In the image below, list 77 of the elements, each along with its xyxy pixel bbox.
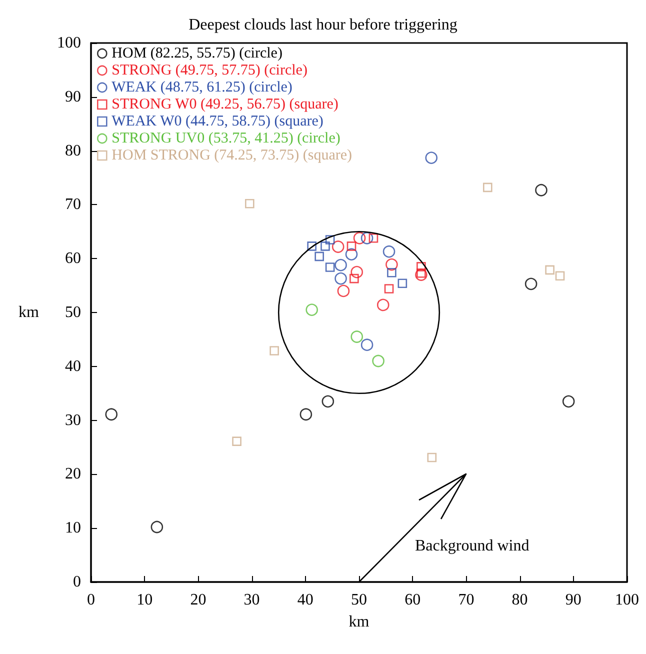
point (232, 436, 242, 446)
point (384, 284, 394, 294)
point (307, 242, 316, 251)
legend-label: STRONG UV0 (53.75, 41.25) (circle) (112, 130, 340, 146)
point (314, 252, 324, 262)
point (350, 330, 364, 343)
x-tick-label: 90 (565, 592, 582, 608)
point (415, 268, 428, 281)
x-axis-title: km (348, 614, 370, 630)
point (350, 266, 364, 278)
y-axis-title: km (18, 304, 40, 321)
point (150, 520, 164, 534)
point (346, 242, 356, 251)
y-tick-label: 90 (65, 88, 81, 106)
point (416, 268, 426, 278)
point (353, 232, 366, 244)
x-tick-label: 30 (244, 592, 260, 608)
point (368, 233, 378, 243)
point (337, 284, 350, 298)
point (398, 278, 408, 288)
y-tick-label: 30 (65, 412, 81, 429)
y-tick-label: 50 (65, 304, 81, 321)
point (320, 242, 330, 251)
x-tick-label: 50 (351, 592, 367, 608)
point (334, 272, 347, 285)
x-tick-label: 10 (136, 592, 153, 608)
point (306, 304, 318, 316)
point (105, 408, 118, 421)
legend-label: STRONG (49.75, 57.75) (circle) (112, 62, 308, 78)
y-tick-label: 40 (65, 358, 81, 375)
y-tick-label: 0 (73, 574, 81, 590)
point (427, 452, 437, 462)
point (416, 262, 426, 272)
point (322, 395, 334, 408)
x-tick-label: 70 (458, 592, 474, 608)
point (376, 298, 390, 312)
legend-label: STRONG W0 (49.25, 56.75) (square) (112, 96, 338, 112)
y-tick-label: 20 (65, 466, 81, 483)
legend-label: HOM STRONG (74.25, 73.75) (square) (112, 148, 352, 164)
x-tick-label: 0 (87, 592, 95, 608)
legend-label: WEAK (48.75, 61.25) (circle) (112, 80, 292, 96)
point (300, 408, 312, 421)
point (482, 182, 492, 192)
point (334, 258, 347, 272)
point (325, 262, 335, 272)
point (270, 346, 279, 356)
point (345, 248, 358, 260)
x-tick-label: 80 (512, 592, 528, 608)
point (386, 258, 398, 271)
point (325, 235, 335, 244)
point (387, 268, 396, 278)
point (350, 274, 359, 284)
legend-label: WEAK W0 (44.75, 58.75) (square) (112, 114, 324, 130)
x-tick-label: 20 (190, 592, 206, 608)
point (555, 271, 565, 280)
y-tick-label: 70 (65, 196, 81, 214)
x-tick-label: 40 (297, 592, 314, 608)
y-tick-label: 80 (65, 142, 81, 160)
point (545, 265, 554, 275)
point (360, 338, 374, 351)
legend-label: HOM (82.25, 55.75) (circle) (112, 46, 282, 62)
point (562, 395, 575, 408)
point (372, 354, 384, 368)
x-tick-label: 60 (404, 592, 421, 608)
chart-title: Deepest clouds last hour before triggering (188, 16, 458, 34)
point (360, 232, 374, 244)
point (425, 152, 438, 164)
point (524, 278, 538, 290)
annotation: Background wind (415, 538, 530, 554)
y-tick-label: 60 (65, 250, 81, 268)
point (245, 198, 254, 208)
y-tick-label: 10 (65, 520, 81, 537)
point (535, 184, 548, 196)
x-tick-label: 100 (615, 592, 639, 608)
point (332, 240, 344, 253)
y-tick-label: 100 (57, 34, 81, 52)
point (382, 245, 396, 258)
